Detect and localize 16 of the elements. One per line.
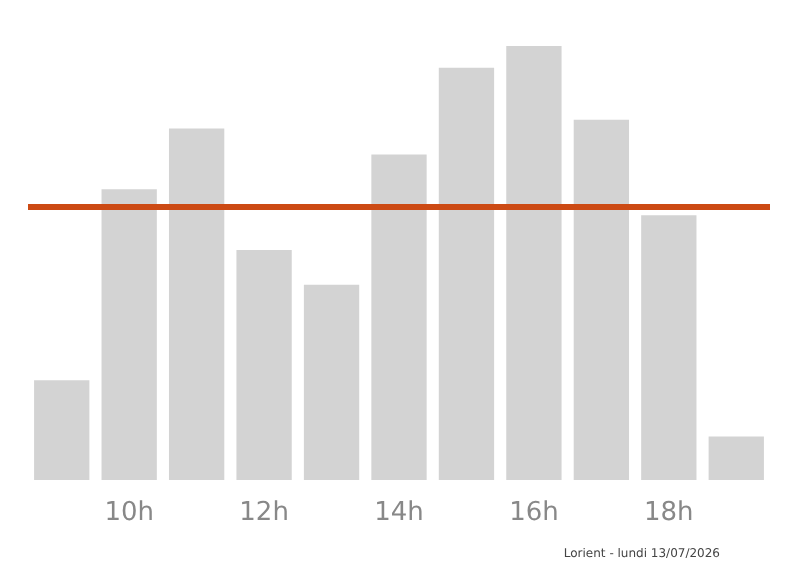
x-tick-label: 12h [239,498,289,528]
bar [303,284,360,480]
bar [573,119,630,480]
bar [438,67,495,480]
x-tick-label: 18h [644,498,694,528]
bar [641,215,697,480]
bar [34,380,90,480]
bar [168,128,225,480]
x-tick-label: 16h [509,498,559,528]
bar [101,189,157,480]
bar [708,436,764,480]
bar [236,249,292,480]
x-tick-label: 14h [374,498,424,528]
bar [371,154,427,480]
bar [506,46,562,480]
x-tick-label: 10h [104,498,154,528]
